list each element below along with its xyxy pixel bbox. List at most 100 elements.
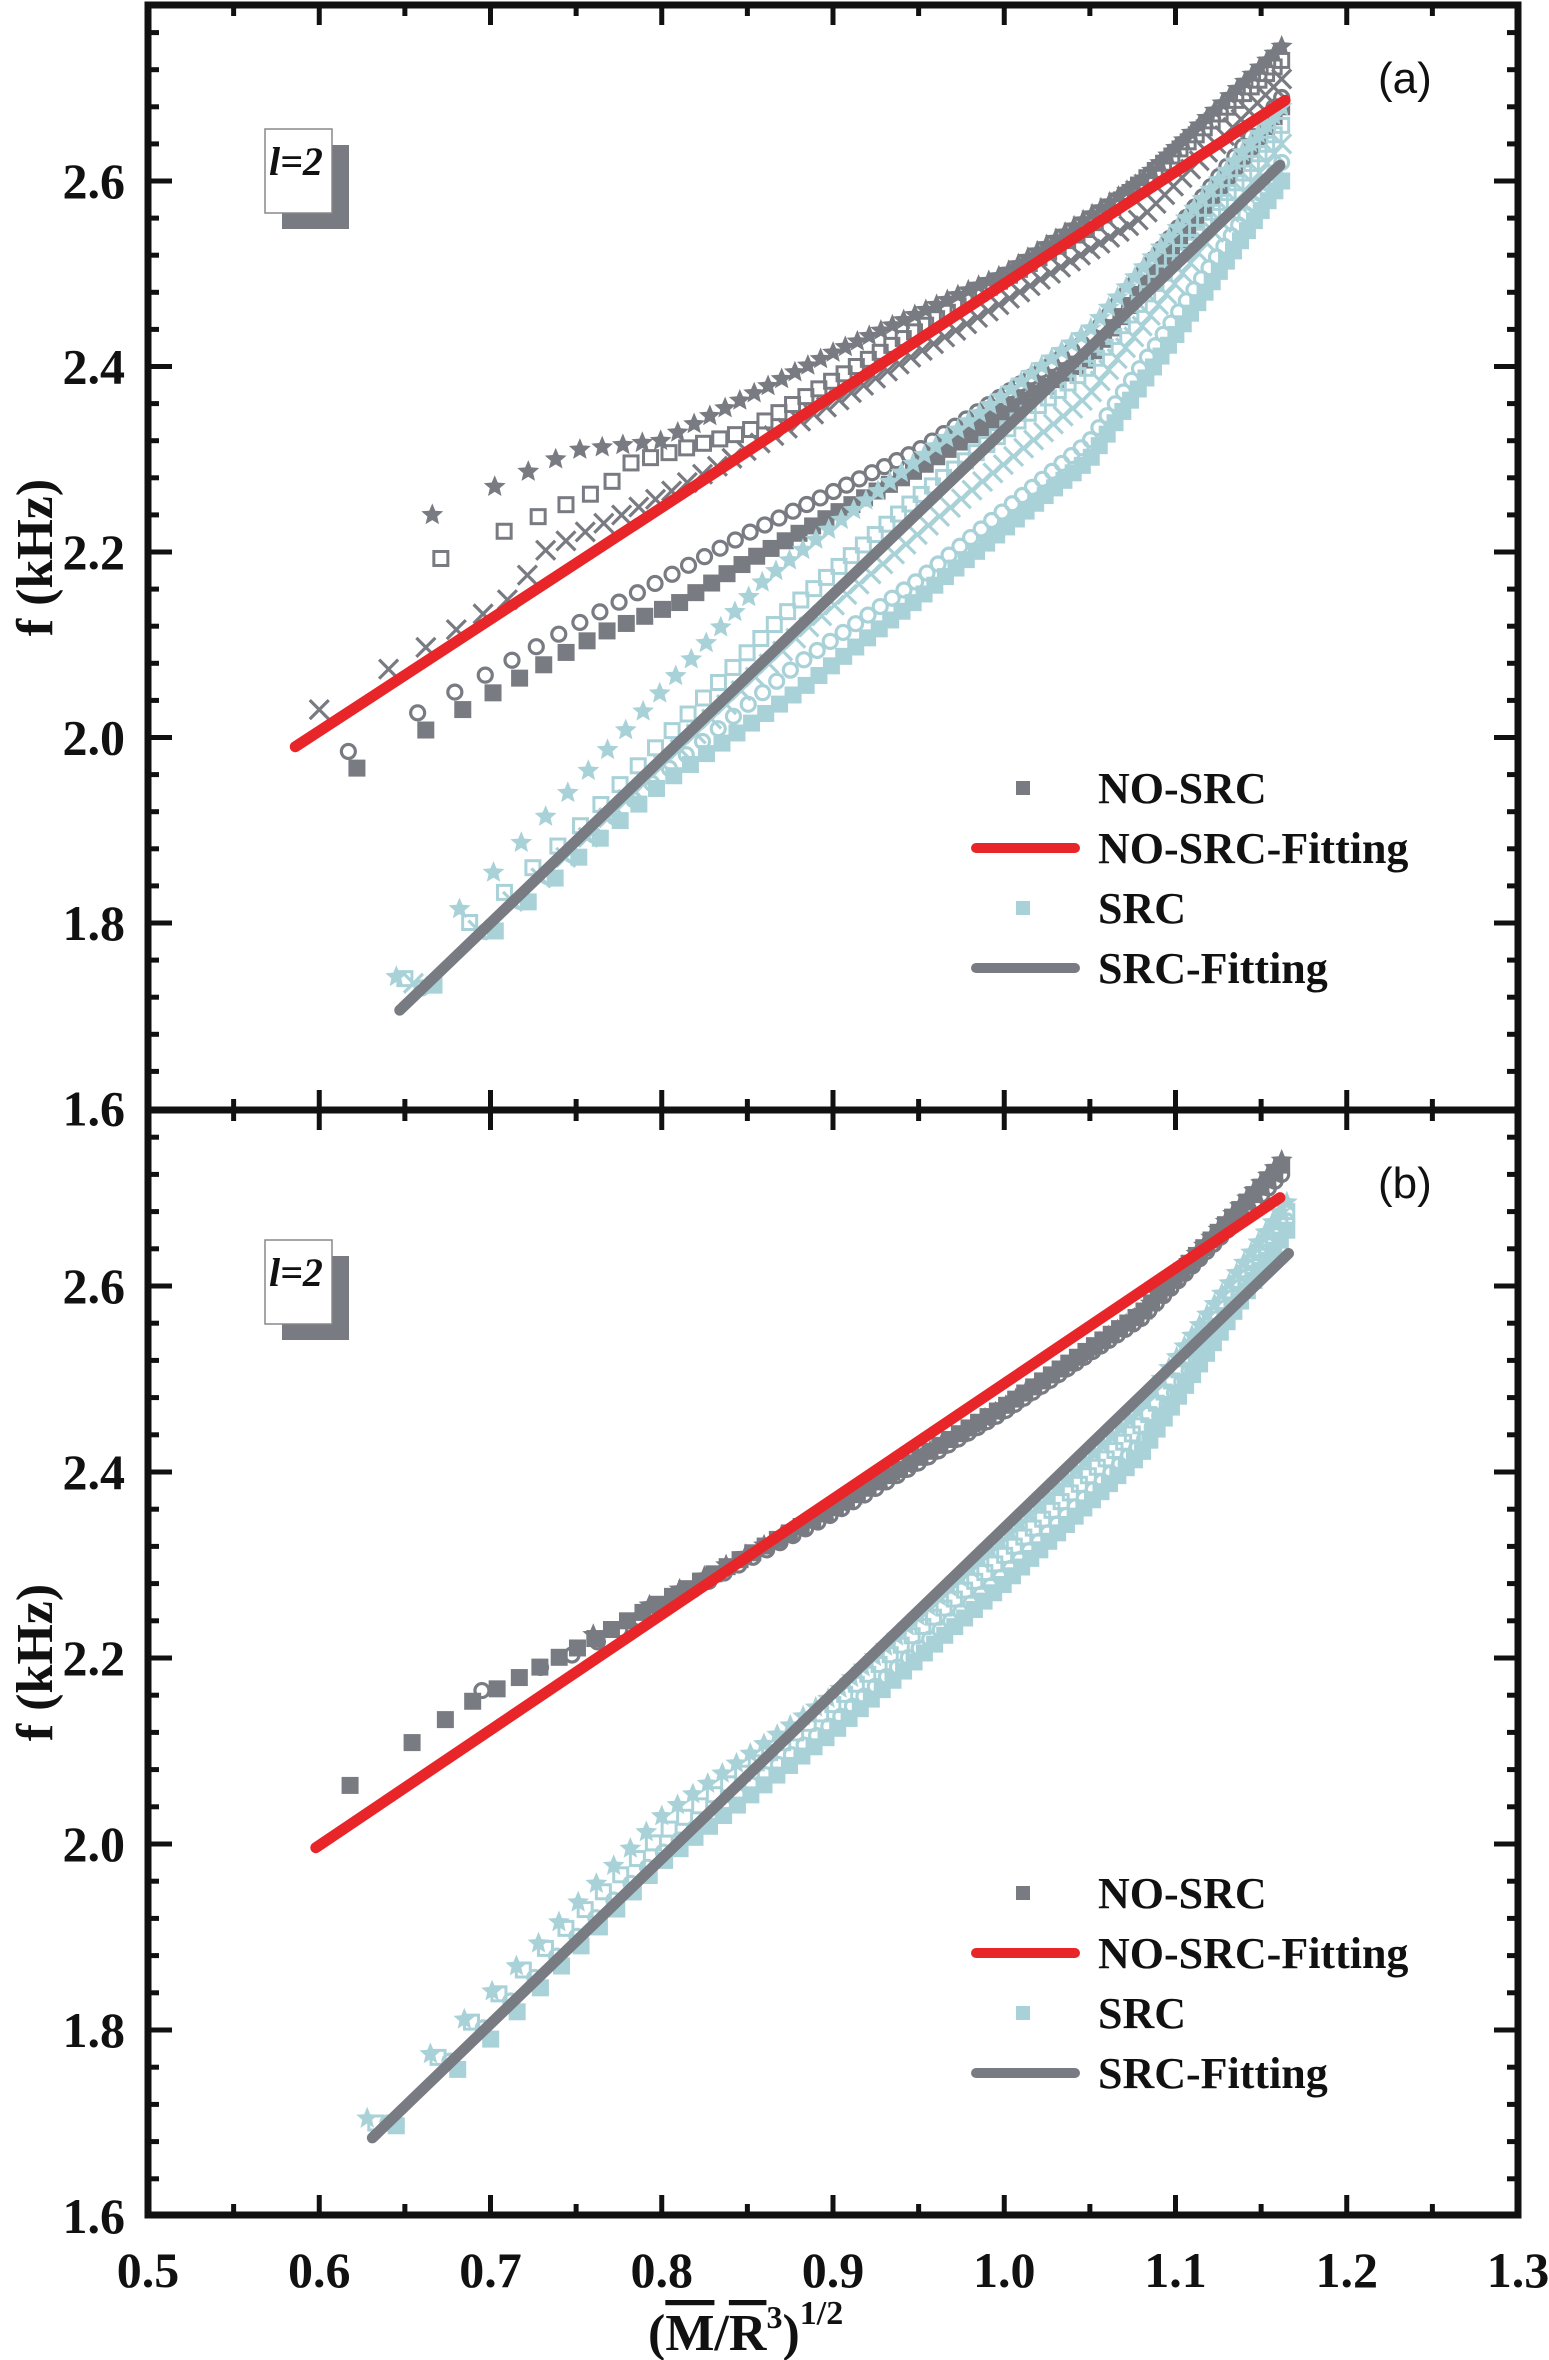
data-point [755,1776,773,1794]
data-point [683,412,706,434]
x-tick-label: 0.6 [288,2242,351,2298]
data-point [784,360,806,382]
data-point [805,580,823,598]
y-axis-title: f (kHz) [7,479,64,636]
legend-label: NO-SRC-Fitting [1098,1929,1408,1978]
data-point [830,557,848,575]
data-point [935,1599,953,1617]
data-point [854,536,872,554]
data-point [510,1669,528,1687]
data-point [598,622,616,640]
data-point [776,532,794,550]
data-point [728,1796,746,1814]
data-point [1004,1387,1027,1409]
data-point [535,539,557,561]
legend-label: SRC-Fitting [1098,944,1328,993]
data-point [596,738,619,760]
data-point [770,509,788,527]
data-point [866,526,884,544]
data-point [1030,354,1053,376]
data-point [946,418,969,439]
data-point [574,521,596,543]
data-point [743,381,766,403]
data-point [632,699,654,721]
series-src-open-square [396,116,1291,988]
legend-item: NO-SRC [1016,1869,1267,1918]
note-frame [264,1239,333,1325]
data-point [473,1681,491,1700]
data-point [1098,359,1120,381]
data-point [1115,275,1138,297]
data-point [1039,262,1062,285]
data-point [733,556,751,574]
data-point [830,508,853,529]
y-tick-label: 2.2 [63,1630,126,1686]
data-point [698,404,721,426]
data-point [1166,216,1189,238]
data-point [593,512,615,534]
data-point [741,523,759,541]
data-point [1052,1493,1070,1511]
data-point [834,335,857,357]
data-point [703,574,721,592]
data-point [536,1939,554,1957]
data-point [348,759,366,777]
data-point [724,707,743,725]
data-point [798,495,816,514]
data-point [878,515,896,533]
data-point [1009,281,1031,303]
data-point [1263,104,1285,126]
data-point [1089,1330,1111,1352]
data-point [647,739,665,757]
data-point [1070,324,1093,346]
legend-label: NO-SRC [1098,764,1267,813]
data-point [396,970,414,988]
data-point [546,869,564,887]
data-point [628,1850,646,1868]
data-point [751,570,774,592]
data-point [768,672,786,690]
panel-b: l=2 1.6 1.8 2.0 2.2 2.4 2.6 (b) NO-SRC NO-SRC-Fit… [63,1106,1522,2244]
data-point [582,1623,605,1645]
data-point [1106,1318,1129,1340]
src-fitting-line [394,159,1286,1016]
data-point [855,489,877,510]
data-point [847,615,865,633]
no-src-fitting-line [310,1192,1286,1854]
data-point [1014,1381,1037,1402]
data-point [878,470,901,492]
data-point [510,831,533,852]
data-point [1172,128,1195,150]
data-point [824,482,843,501]
data-point [1273,51,1291,69]
legend: NO-SRC NO-SRC-Fitting SRC SRC-Fitting [971,1869,1408,2098]
legend-marker-icon [1016,2006,1030,2020]
data-point [1097,296,1120,317]
data-point [976,1564,994,1582]
data-point [534,805,557,826]
data-point [901,495,919,513]
data-point [1033,1367,1056,1389]
y-tick-label: 2.6 [63,153,126,209]
data-point [890,461,913,482]
data-point [1155,283,1178,305]
data-point [724,600,746,622]
data-point [988,294,1010,316]
data-point [957,409,980,431]
data-point [1147,294,1170,316]
data-point [974,1406,996,1428]
series-no-src-open-circle [473,1165,1291,1700]
data-point [1257,1163,1279,1185]
data-point [610,593,628,611]
data-point [495,522,513,540]
x-axis-title-exponent: 1/2 [800,2295,843,2332]
data-point [808,641,826,660]
data-point [738,644,756,662]
data-point [555,530,577,552]
x-tick-label: 0.8 [631,2242,694,2298]
data-point [1222,1202,1244,1224]
data-point [679,705,697,723]
data-point [461,914,479,932]
data-point [1099,226,1121,248]
data-point [1089,370,1111,392]
